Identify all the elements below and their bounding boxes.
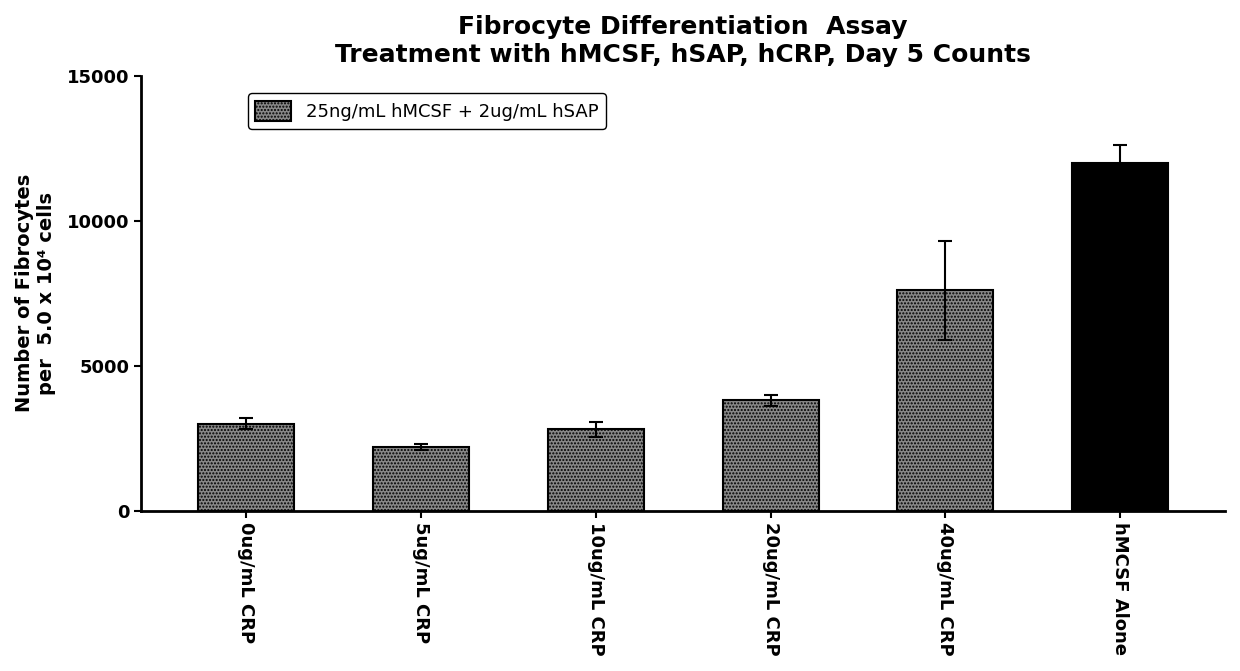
Bar xyxy=(198,423,294,511)
Bar xyxy=(723,401,818,511)
Legend: 25ng/mL hMCSF + 2ug/mL hSAP: 25ng/mL hMCSF + 2ug/mL hSAP xyxy=(248,93,605,129)
Bar xyxy=(898,291,993,511)
Bar xyxy=(1073,162,1168,511)
Y-axis label: Number of Fibrocytes
per  5.0 x 10⁴ cells: Number of Fibrocytes per 5.0 x 10⁴ cells xyxy=(15,174,56,412)
Title: Fibrocyte Differentiation  Assay
Treatment with hMCSF, hSAP, hCRP, Day 5 Counts: Fibrocyte Differentiation Assay Treatmen… xyxy=(335,15,1032,67)
Bar xyxy=(548,429,644,511)
Bar xyxy=(373,447,469,511)
